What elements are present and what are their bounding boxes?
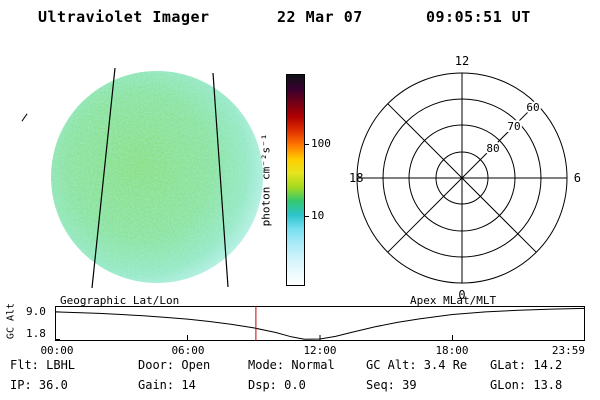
status-glon: GLon: 13.8 <box>490 378 563 392</box>
gc-alt-chart <box>55 306 585 341</box>
colorbar-label: photon cm⁻²s⁻¹ <box>259 133 273 227</box>
mlt-label-18: 18 <box>349 171 363 185</box>
limb-tick <box>21 113 28 122</box>
xtick-1200: 12:00 <box>303 344 337 357</box>
status-gc-alt: GC Alt: 3.4 Re <box>366 358 468 372</box>
apex-polar-plot: 12 18 6 0 60 70 80 <box>349 54 581 302</box>
app-title: Ultraviolet Imager <box>38 8 210 26</box>
header-time: 09:05:51 UT <box>426 8 531 26</box>
status-gain: Gain: 14 <box>138 378 196 392</box>
xtick-1800: 18:00 <box>435 344 469 357</box>
colorbar-tick-label-10: 10 <box>311 209 325 222</box>
status-flt: Flt: LBHL <box>10 358 76 372</box>
colorbar-tick-label-100: 100 <box>311 137 331 150</box>
ytick-label-1-8: 1.8 <box>26 327 46 340</box>
geographic-meridian-lines <box>91 67 229 289</box>
mlat-label-80: 80 <box>486 142 499 155</box>
chart-ticks <box>55 311 453 341</box>
xtick-0000: 00:00 <box>40 344 74 357</box>
uv-disk-image <box>51 67 263 289</box>
disk-speckle-texture <box>51 71 263 283</box>
mlat-label-60: 60 <box>526 101 539 114</box>
status-door: Door: Open <box>138 358 211 372</box>
ytick-label-9: 9.0 <box>26 305 46 318</box>
xtick-0600: 06:00 <box>171 344 205 357</box>
mlt-label-6: 6 <box>574 171 581 185</box>
mlt-label-0: 0 <box>458 288 465 302</box>
status-mode: Mode: Normal <box>248 358 335 372</box>
polar-panel-caption: Apex MLat/MLT <box>410 294 497 307</box>
status-dsp: Dsp: 0.0 <box>248 378 306 392</box>
gc-alt-curve <box>55 307 585 340</box>
xtick-2359: 23:59 <box>551 344 585 357</box>
mlat-label-70: 70 <box>507 120 520 133</box>
left-panel-caption: Geographic Lat/Lon <box>60 294 180 307</box>
mlt-label-12: 12 <box>455 54 469 68</box>
colorbar-tick-10 <box>305 216 309 217</box>
status-glat: GLat: 14.2 <box>490 358 563 372</box>
header-date: 22 Mar 07 <box>277 8 363 26</box>
colorbar-tick-100 <box>305 144 309 145</box>
status-ip: IP: 36.0 <box>10 378 68 392</box>
status-seq: Seq: 39 <box>366 378 417 392</box>
gc-alt-axis-label: GC Alt <box>5 302 17 340</box>
colorbar-gradient <box>286 74 305 286</box>
polar-grid <box>356 72 568 284</box>
